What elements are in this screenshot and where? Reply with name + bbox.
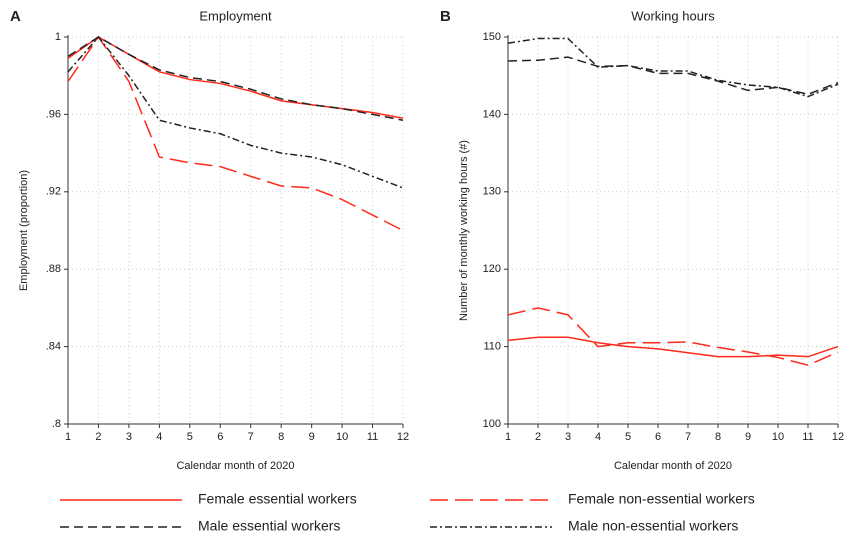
x-tick-label: 6 (655, 431, 661, 443)
series-line (507, 56, 839, 96)
x-tick-label: 7 (248, 431, 254, 443)
x-tick-label: 10 (336, 431, 348, 443)
panel-label: A (10, 8, 21, 25)
y-tick-label: 130 (483, 186, 501, 198)
x-tick-label: 12 (832, 431, 844, 443)
series-line (67, 36, 404, 121)
y-tick-label: 110 (483, 341, 501, 353)
x-tick-label: 12 (397, 431, 409, 443)
chart-title: Working hours (631, 8, 715, 23)
legend-label: Female essential workers (198, 491, 357, 507)
x-tick-label: 10 (772, 431, 784, 443)
x-tick-label: 4 (156, 431, 162, 443)
y-tick-label: 140 (483, 108, 501, 120)
series-line (507, 37, 839, 98)
x-tick-label: 11 (802, 431, 813, 443)
x-tick-label: 1 (65, 431, 71, 443)
x-tick-label: 7 (685, 431, 691, 443)
x-tick-label: 11 (367, 431, 378, 443)
y-axis-label: Number of monthly working hours (#) (458, 140, 470, 321)
legend-label: Male essential workers (198, 518, 340, 534)
x-tick-label: 9 (745, 431, 751, 443)
x-tick-label: 6 (217, 431, 223, 443)
x-tick-label: 8 (278, 431, 284, 443)
y-tick-label: .84 (46, 341, 61, 353)
x-tick-label: 9 (309, 431, 315, 443)
y-tick-label: .8 (52, 418, 61, 430)
series-line (67, 35, 404, 189)
y-tick-label: .88 (46, 263, 61, 275)
x-tick-label: 2 (95, 431, 101, 443)
series-line (67, 36, 404, 120)
legend-label: Male non-essential workers (568, 518, 738, 534)
x-tick-label: 1 (505, 431, 511, 443)
legend-label: Female non-essential workers (568, 491, 755, 507)
series-line (507, 336, 839, 358)
series-line (67, 35, 404, 232)
chart-title: Employment (199, 8, 272, 23)
y-tick-label: 1 (55, 31, 61, 43)
x-tick-label: 5 (187, 431, 193, 443)
panel-label: B (440, 8, 451, 25)
series-line (507, 307, 839, 366)
y-axis-label: Employment (proportion) (18, 170, 30, 291)
y-tick-label: 150 (483, 31, 501, 43)
x-axis-label: Calendar month of 2020 (176, 460, 294, 472)
y-tick-label: 120 (483, 263, 501, 275)
y-tick-label: .92 (46, 186, 61, 198)
x-tick-label: 8 (715, 431, 721, 443)
x-tick-label: 3 (126, 431, 132, 443)
x-axis-label: Calendar month of 2020 (614, 460, 732, 472)
x-tick-label: 3 (565, 431, 571, 443)
x-tick-label: 5 (625, 431, 631, 443)
x-tick-label: 2 (535, 431, 541, 443)
y-tick-label: 100 (483, 418, 501, 430)
x-tick-label: 4 (595, 431, 601, 443)
y-tick-label: .96 (46, 108, 61, 120)
